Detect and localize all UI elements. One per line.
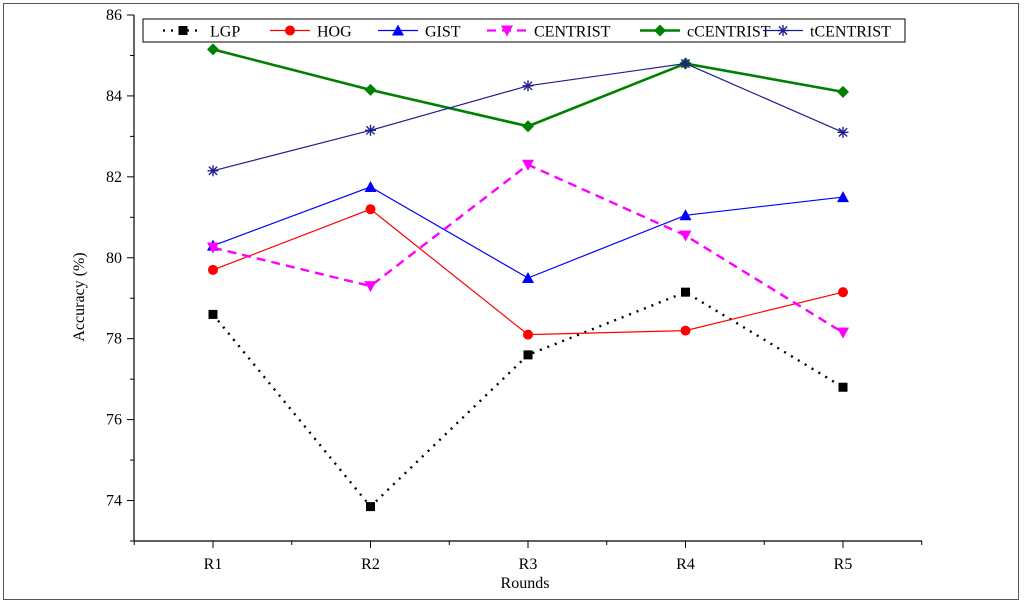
data-point-hog bbox=[208, 264, 218, 275]
legend-label-tcentrist: tCENTRIST bbox=[810, 24, 891, 41]
data-point-tcentrist bbox=[837, 126, 849, 138]
data-point-gist bbox=[522, 272, 534, 283]
data-point-centrist bbox=[364, 281, 377, 293]
data-point-centrist bbox=[837, 327, 849, 339]
series-line-lgp bbox=[212, 290, 844, 509]
x-tick-label: R4 bbox=[676, 556, 695, 573]
x-tick-label: R2 bbox=[361, 556, 380, 573]
y-tick-label: 86 bbox=[106, 7, 122, 24]
data-point-centrist bbox=[522, 159, 534, 171]
legend-marker-ccentrist bbox=[654, 24, 666, 37]
data-point-centrist bbox=[207, 242, 219, 254]
series-line-tcentrist bbox=[212, 62, 844, 172]
data-point-ccentrist bbox=[207, 43, 219, 56]
data-point-lgp bbox=[838, 382, 848, 392]
series-layer bbox=[207, 43, 849, 512]
x-tick-label: R1 bbox=[204, 556, 223, 573]
data-point-hog bbox=[838, 287, 848, 298]
data-point-lgp bbox=[681, 287, 690, 297]
data-point-centrist bbox=[679, 230, 692, 242]
data-point-ccentrist bbox=[837, 85, 849, 98]
legend-label-ccentrist: cCENTRIST bbox=[687, 24, 771, 41]
x-tick-label: R5 bbox=[834, 556, 853, 573]
data-point-tcentrist bbox=[365, 124, 376, 136]
legend-marker-centrist bbox=[501, 25, 513, 37]
data-point-tcentrist bbox=[680, 58, 691, 70]
y-tick-label: 76 bbox=[106, 412, 122, 429]
legend-label-centrist: CENTRIST bbox=[534, 24, 611, 41]
legend-label-lgp: LGP bbox=[210, 24, 240, 41]
legend-marker-gist bbox=[392, 24, 404, 36]
legend-marker-tcentrist bbox=[777, 25, 789, 36]
y-axis-label: Accuracy (%) bbox=[71, 252, 88, 341]
data-point-ccentrist bbox=[364, 83, 377, 96]
series-centrist bbox=[207, 159, 849, 339]
legend-marker-hog bbox=[285, 25, 295, 36]
axes: 74 76 78 80 82 84 86 R1 R2 R3 R4 R5 bbox=[106, 7, 923, 573]
data-point-tcentrist bbox=[522, 80, 534, 92]
x-tick-label: R3 bbox=[519, 556, 538, 573]
series-ccentrist bbox=[207, 43, 849, 133]
legend-marker-lgp bbox=[178, 26, 188, 35]
series-line-gist bbox=[212, 186, 844, 279]
y-tick-label: 82 bbox=[106, 169, 122, 186]
y-tick-label: 84 bbox=[106, 88, 122, 105]
x-axis-label: Rounds bbox=[501, 575, 550, 592]
data-point-hog bbox=[680, 325, 691, 336]
chart-frame bbox=[3, 3, 1019, 600]
series-gist bbox=[207, 180, 849, 283]
data-point-lgp bbox=[366, 502, 375, 512]
y-tick-label: 80 bbox=[106, 250, 122, 267]
data-point-ccentrist bbox=[522, 120, 534, 133]
data-point-hog bbox=[365, 204, 376, 215]
series-tcentrist bbox=[207, 58, 849, 177]
legend: LGP HOG GIST CENTRIST cCENTRIST tCENTRIST bbox=[142, 18, 906, 43]
series-line-centrist bbox=[212, 163, 844, 334]
data-point-lgp bbox=[208, 309, 218, 319]
data-point-lgp bbox=[523, 350, 533, 360]
legend-label-gist: GIST bbox=[425, 24, 461, 41]
data-point-hog bbox=[523, 329, 533, 340]
legend-label-hog: HOG bbox=[317, 24, 352, 41]
series-lgp bbox=[208, 287, 848, 512]
data-point-gist bbox=[364, 180, 377, 192]
data-point-gist bbox=[679, 209, 692, 221]
y-tick-label: 78 bbox=[106, 331, 122, 348]
data-point-tcentrist bbox=[207, 165, 219, 177]
y-tick-label: 74 bbox=[106, 493, 122, 510]
data-point-gist bbox=[837, 191, 849, 203]
series-hog bbox=[208, 204, 848, 340]
